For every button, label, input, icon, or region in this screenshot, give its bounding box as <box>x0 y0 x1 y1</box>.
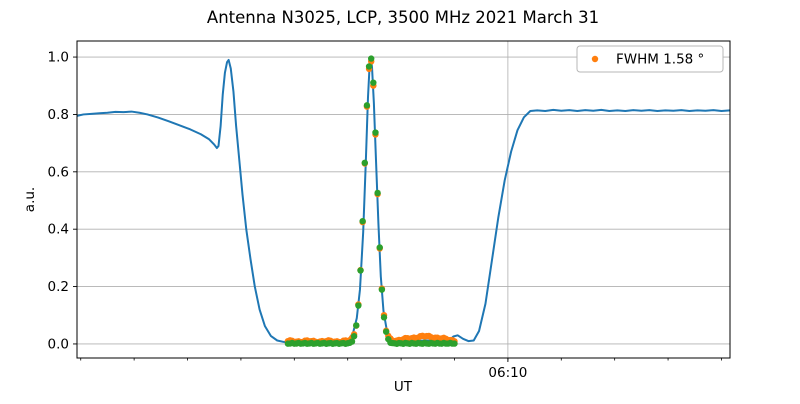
y-tick-label: 0.8 <box>48 107 69 123</box>
gaussian-fit-dot <box>357 267 364 274</box>
gaussian-fit-dot <box>350 333 358 340</box>
y-axis-label: a.u. <box>22 187 38 212</box>
legend-entry-label: FWHM 1.58 ° <box>616 52 704 68</box>
gaussian-fit-dot <box>374 189 381 197</box>
gaussian-fit-dot <box>359 217 366 225</box>
data-series <box>76 55 731 347</box>
y-tick-label: 0.4 <box>48 222 69 238</box>
legend-marker-dot-icon <box>591 55 599 63</box>
gridlines <box>77 41 730 358</box>
gaussian-fit-dot <box>370 79 377 86</box>
gaussian-fit-dot <box>380 314 388 321</box>
x-tick-label: 06:10 <box>488 365 527 381</box>
antenna-signal-line <box>76 56 731 344</box>
gaussian-fit-dot <box>348 338 356 345</box>
gaussian-fit-dot <box>353 322 360 329</box>
gaussian-fit-dot <box>378 286 386 293</box>
legend: FWHM 1.58 ° <box>576 45 724 73</box>
gaussian-fit-dot <box>382 328 390 335</box>
gaussian-fit-dot <box>363 102 371 109</box>
gaussian-fit-dot <box>372 129 379 136</box>
gaussian-fit-dot <box>365 63 373 70</box>
y-tick-label: 0.0 <box>48 336 69 352</box>
plot-frame <box>76 40 731 359</box>
y-tick-label: 0.2 <box>48 279 69 295</box>
gaussian-fit-dot <box>376 244 383 251</box>
y-tick-label: 1.0 <box>48 50 69 66</box>
x-axis-label: UT <box>394 379 413 395</box>
legend-box <box>576 45 724 73</box>
gaussian-fit-dot <box>451 340 458 347</box>
gaussian-fit-dot <box>361 159 368 167</box>
axis-ticks: 0.0 0.2 0.4 0.6 0.8 1.0 06:10 <box>48 50 722 381</box>
gaussian-fit-dot <box>355 302 362 309</box>
y-tick-label: 0.6 <box>48 164 69 180</box>
chart-title: Antenna N3025, LCP, 3500 MHz 2021 March … <box>207 8 599 27</box>
gaussian-fit-dot <box>368 55 375 62</box>
